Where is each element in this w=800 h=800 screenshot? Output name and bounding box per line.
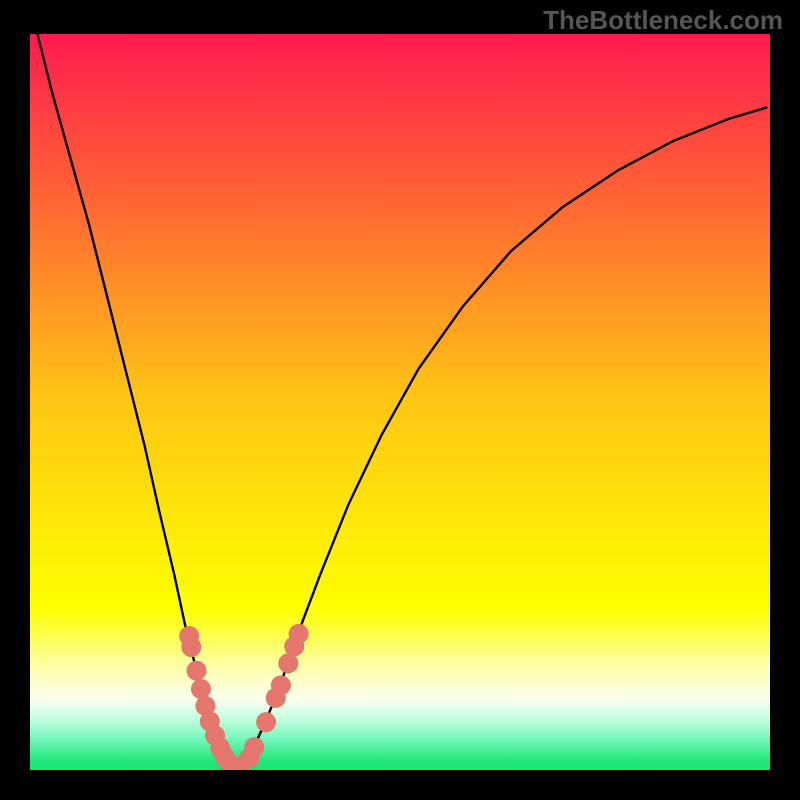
highlight-dot	[181, 637, 201, 657]
highlight-dot	[271, 675, 291, 695]
watermark-text: TheBottleneck.com	[543, 5, 783, 36]
highlight-dot	[187, 661, 207, 681]
highlight-dot	[191, 679, 211, 699]
highlight-dot	[256, 712, 276, 732]
highlight-dot	[244, 737, 264, 757]
highlight-dot	[289, 624, 309, 644]
bottleneck-chart	[30, 34, 770, 770]
chart-svg	[30, 34, 770, 770]
